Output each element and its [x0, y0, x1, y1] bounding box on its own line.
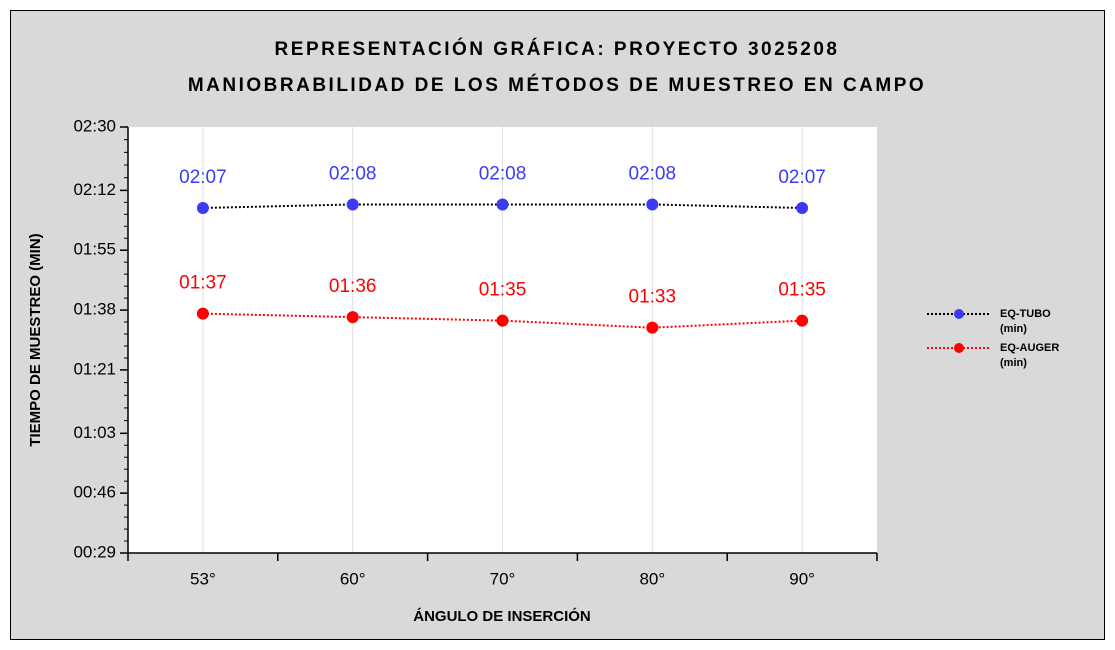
data-label: 02:08 [629, 163, 677, 184]
y-tick-label: 01:21 [73, 359, 116, 378]
data-label: 02:08 [329, 163, 377, 184]
data-label: 02:07 [179, 167, 227, 188]
data-point [196, 201, 209, 214]
data-label: 02:07 [778, 167, 826, 188]
data-point [646, 321, 659, 334]
legend-label: EQ-TUBO (min) [1000, 308, 1054, 335]
x-tick-label: 80° [639, 569, 665, 588]
chart-title: REPRESENTACIÓN GRÁFICA: PROYECTO 3025208 [275, 38, 840, 60]
data-label: 01:35 [479, 280, 527, 301]
y-tick-label: 01:03 [73, 423, 116, 442]
data-point [496, 198, 509, 211]
y-tick-label: 02:30 [73, 116, 116, 135]
y-tick-label: 00:29 [73, 542, 116, 561]
y-axis-title: TIEMPO DE MUESTREO (MIN) [27, 233, 44, 446]
data-label: 01:36 [329, 276, 377, 297]
data-label: 01:33 [629, 287, 677, 308]
chart-title: MANIOBRABILIDAD DE LOS MÉTODOS DE MUESTR… [188, 74, 926, 96]
x-tick-label: 53° [190, 569, 216, 588]
legend-label: EQ-AUGER (min) [1000, 342, 1062, 369]
x-axis-title: ÁNGULO DE INSERCIÓN [413, 607, 591, 625]
data-point [346, 198, 359, 211]
data-label: 02:08 [479, 163, 527, 184]
y-tick-label: 01:38 [73, 300, 116, 319]
data-label: 01:37 [179, 273, 227, 294]
data-point [796, 201, 809, 214]
legend-marker [954, 343, 964, 353]
data-point [496, 314, 509, 327]
y-tick-label: 00:46 [73, 483, 116, 502]
x-tick-label: 60° [340, 569, 366, 588]
y-tick-label: 01:55 [73, 240, 116, 259]
data-label: 01:35 [778, 280, 826, 301]
data-point [196, 307, 209, 320]
legend-marker [954, 309, 964, 319]
data-point [646, 198, 659, 211]
x-tick-label: 90° [789, 569, 815, 588]
y-tick-label: 02:12 [73, 180, 116, 199]
data-point [346, 311, 359, 324]
x-tick-label: 70° [490, 569, 516, 588]
data-point [796, 314, 809, 327]
